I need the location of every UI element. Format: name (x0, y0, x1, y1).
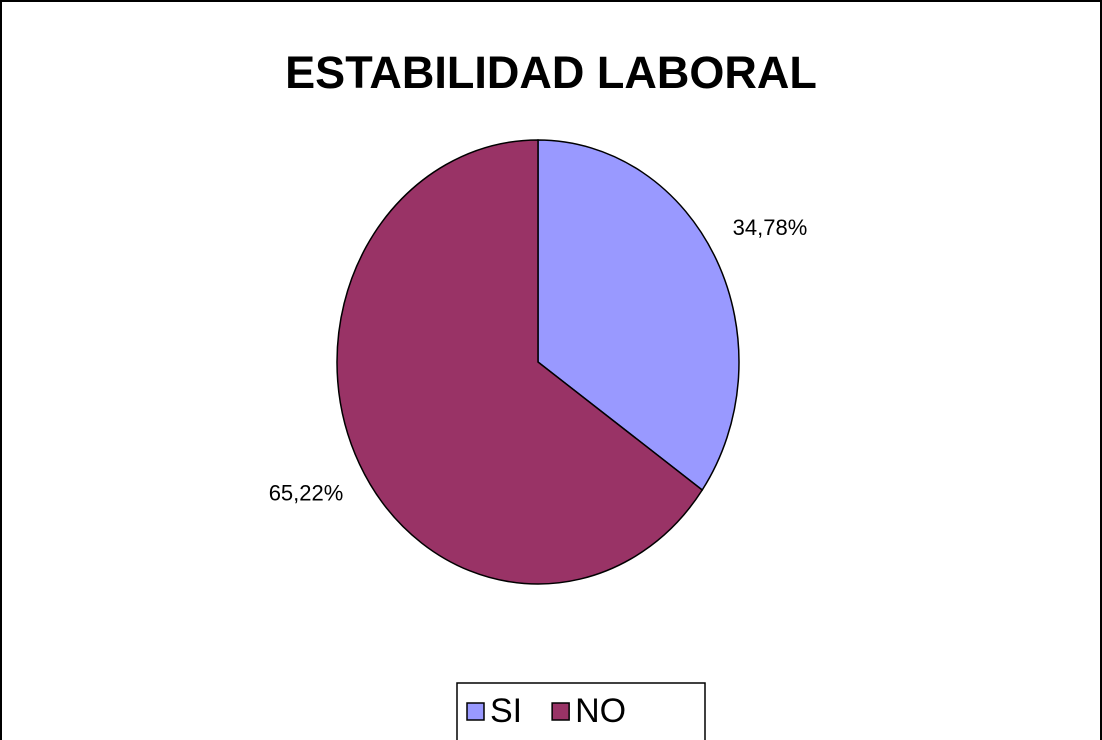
pie-slice (336, 139, 704, 585)
pie-slice (537, 139, 740, 492)
chart-title: ESTABILIDAD LABORAL (285, 47, 817, 98)
data-label: 65,22% (269, 481, 344, 506)
legend-swatch (551, 702, 570, 721)
legend-box (456, 682, 706, 740)
legend-label: SI (490, 692, 522, 730)
legend-label: NO (575, 692, 626, 730)
legend-swatch (466, 702, 485, 721)
data-label: 34,78% (733, 215, 808, 240)
